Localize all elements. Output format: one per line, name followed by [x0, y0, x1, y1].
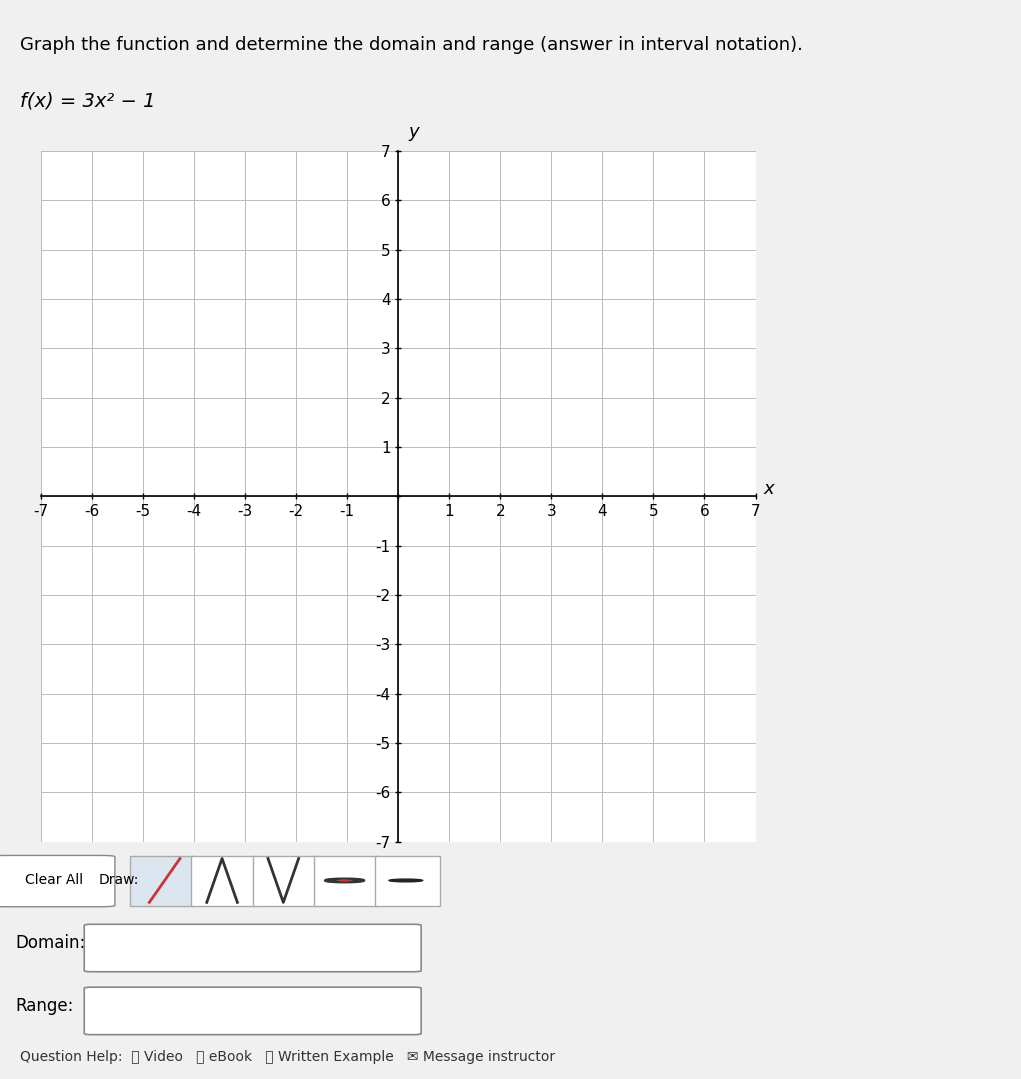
Text: Range:: Range: [15, 997, 74, 1015]
Text: y: y [408, 123, 419, 141]
Circle shape [389, 879, 423, 882]
Text: Graph the function and determine the domain and range (answer in interval notati: Graph the function and determine the dom… [20, 37, 804, 54]
FancyBboxPatch shape [84, 987, 421, 1035]
Text: Clear All: Clear All [25, 874, 83, 887]
FancyBboxPatch shape [0, 856, 114, 906]
Text: x: x [763, 480, 774, 497]
Text: Question Help:  📄 Video   📄 eBook   📄 Written Example   ✉ Message instructor: Question Help: 📄 Video 📄 eBook 📄 Written… [20, 1051, 555, 1064]
FancyBboxPatch shape [314, 856, 379, 906]
FancyBboxPatch shape [252, 856, 318, 906]
Text: Domain:: Domain: [15, 934, 86, 953]
FancyBboxPatch shape [192, 856, 256, 906]
Text: Draw:: Draw: [98, 874, 139, 887]
Text: f(x) = 3x² − 1: f(x) = 3x² − 1 [20, 91, 156, 110]
FancyBboxPatch shape [375, 856, 440, 906]
FancyBboxPatch shape [84, 925, 421, 972]
FancyBboxPatch shape [130, 856, 195, 906]
